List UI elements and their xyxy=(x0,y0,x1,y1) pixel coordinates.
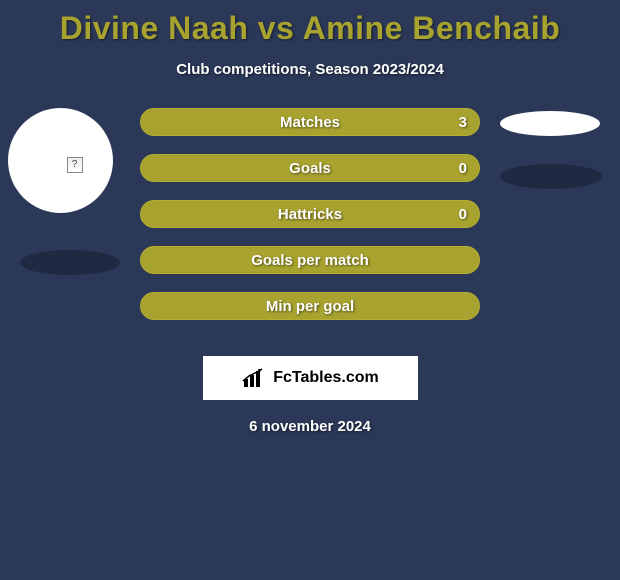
stat-bar-hattricks: Hattricks 0 xyxy=(140,200,480,228)
comparison-area: ? Matches 3 Goals 0 Hattricks 0 Goals pe… xyxy=(0,108,620,348)
source-logo: FcTables.com xyxy=(203,356,418,400)
stat-label: Min per goal xyxy=(141,293,479,321)
stat-label: Goals xyxy=(141,155,479,183)
avatar-shadow-right-bottom xyxy=(500,164,602,189)
stat-bar-goals-per-match: Goals per match xyxy=(140,246,480,274)
stat-bar-matches: Matches 3 xyxy=(140,108,480,136)
subtitle: Club competitions, Season 2023/2024 xyxy=(0,61,620,78)
avatar-shadow-right-top xyxy=(500,111,600,136)
logo-text: FcTables.com xyxy=(273,369,379,387)
stat-bars: Matches 3 Goals 0 Hattricks 0 Goals per … xyxy=(140,108,480,338)
stat-label: Goals per match xyxy=(141,247,479,275)
stat-value: 0 xyxy=(459,155,467,183)
missing-image-icon: ? xyxy=(67,157,83,173)
player-avatar-left: ? xyxy=(8,108,113,213)
avatar-shadow-left xyxy=(20,250,120,275)
stat-value: 3 xyxy=(459,109,467,137)
stat-label: Matches xyxy=(141,109,479,137)
stat-value: 0 xyxy=(459,201,467,229)
page-title: Divine Naah vs Amine Benchaib xyxy=(0,0,620,47)
bar-chart-icon xyxy=(241,367,269,389)
footer-date: 6 november 2024 xyxy=(0,418,620,435)
stat-label: Hattricks xyxy=(141,201,479,229)
stat-bar-goals: Goals 0 xyxy=(140,154,480,182)
stat-bar-min-per-goal: Min per goal xyxy=(140,292,480,320)
